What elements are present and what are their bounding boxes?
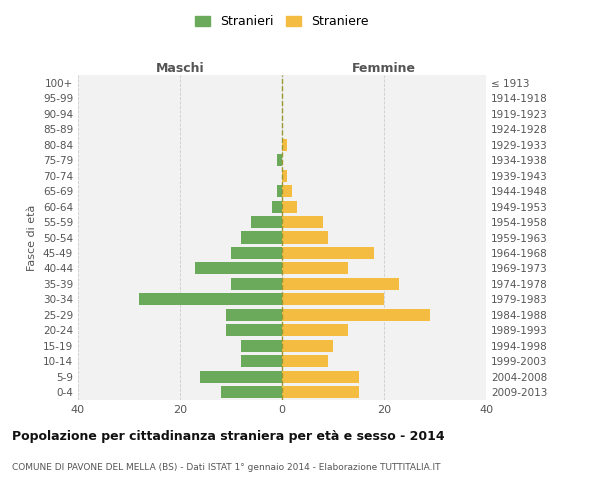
Bar bbox=[272, 200, 282, 212]
Bar bbox=[251, 216, 282, 228]
Bar bbox=[282, 170, 287, 181]
Bar bbox=[282, 200, 298, 212]
Bar bbox=[282, 324, 349, 336]
Bar bbox=[196, 262, 282, 274]
Bar bbox=[282, 232, 328, 243]
Bar bbox=[231, 278, 282, 290]
Bar bbox=[282, 309, 430, 321]
Bar bbox=[282, 262, 349, 274]
Text: COMUNE DI PAVONE DEL MELLA (BS) - Dati ISTAT 1° gennaio 2014 - Elaborazione TUTT: COMUNE DI PAVONE DEL MELLA (BS) - Dati I… bbox=[12, 463, 440, 472]
Bar bbox=[282, 294, 384, 306]
Bar bbox=[282, 216, 323, 228]
Bar bbox=[282, 185, 292, 197]
Bar bbox=[282, 340, 333, 352]
Bar bbox=[200, 371, 282, 383]
Bar bbox=[282, 278, 400, 290]
Bar bbox=[282, 247, 374, 259]
Bar bbox=[282, 356, 328, 368]
Bar bbox=[241, 232, 282, 243]
Bar bbox=[139, 294, 282, 306]
Bar bbox=[241, 356, 282, 368]
Text: Maschi: Maschi bbox=[155, 62, 205, 75]
Bar bbox=[241, 340, 282, 352]
Bar bbox=[282, 371, 359, 383]
Text: Popolazione per cittadinanza straniera per età e sesso - 2014: Popolazione per cittadinanza straniera p… bbox=[12, 430, 445, 443]
Bar bbox=[277, 154, 282, 166]
Bar bbox=[226, 324, 282, 336]
Text: Femmine: Femmine bbox=[352, 62, 416, 75]
Bar bbox=[282, 138, 287, 150]
Bar bbox=[226, 309, 282, 321]
Bar bbox=[221, 386, 282, 398]
Bar bbox=[231, 247, 282, 259]
Y-axis label: Fasce di età: Fasce di età bbox=[28, 204, 37, 270]
Bar bbox=[277, 185, 282, 197]
Bar bbox=[282, 386, 359, 398]
Legend: Stranieri, Straniere: Stranieri, Straniere bbox=[191, 11, 373, 32]
